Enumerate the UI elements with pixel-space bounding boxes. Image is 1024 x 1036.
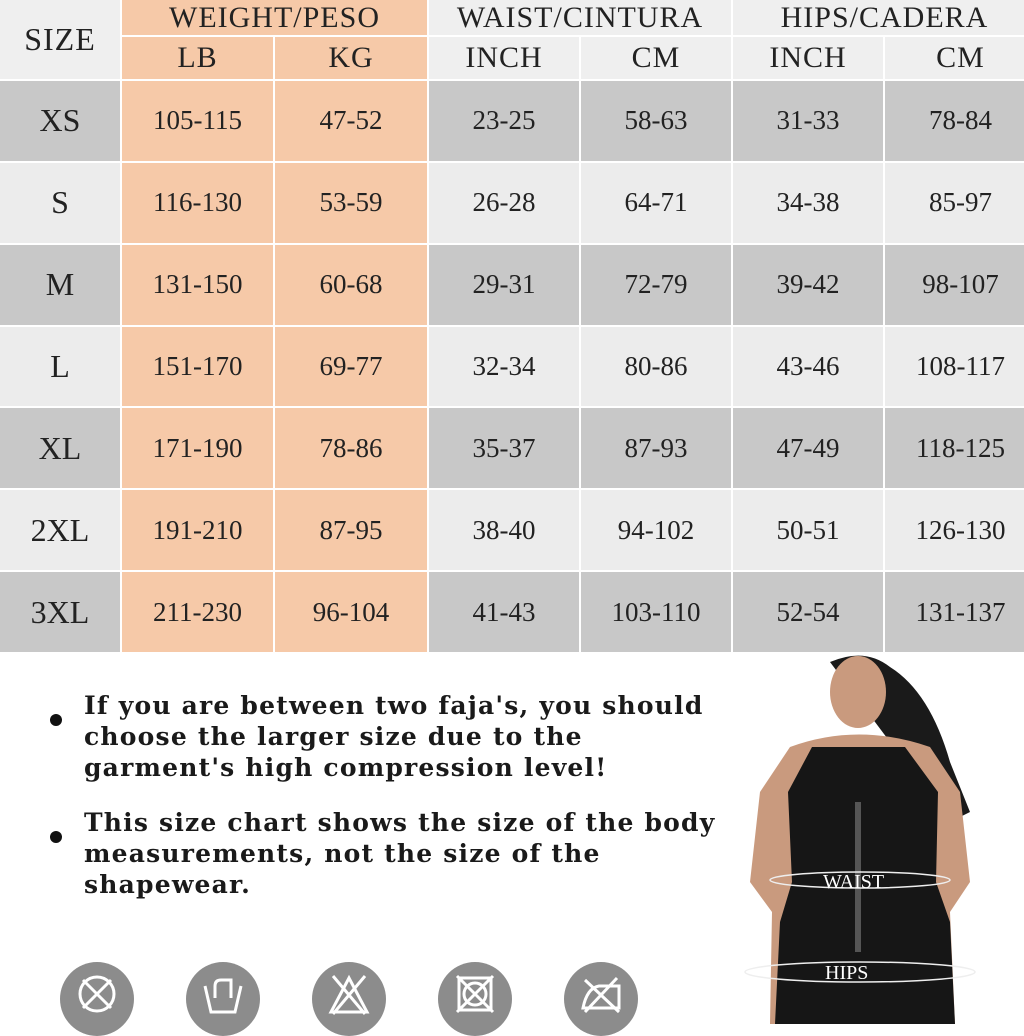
table-cell: 47-49 — [733, 408, 883, 489]
table-cell: 94-102 — [581, 490, 731, 571]
table-cell: 171-190 — [122, 408, 273, 489]
table-cell: 78-86 — [275, 408, 427, 489]
table-cell: 116-130 — [122, 162, 273, 243]
do-not-tumble-dry-icon — [60, 962, 134, 1036]
table-cell: 43-46 — [733, 326, 883, 407]
table-cell: 211-230 — [122, 572, 273, 652]
table-cell: 72-79 — [581, 244, 731, 325]
hips-label: HIPS — [825, 962, 868, 984]
do-not-dry-clean-icon — [438, 962, 512, 1036]
table-cell: 98-107 — [885, 244, 1024, 325]
table-cell: 60-68 — [275, 244, 427, 325]
table-cell: 131-150 — [122, 244, 273, 325]
table-cell: 58-63 — [581, 81, 731, 161]
table-cell: 87-95 — [275, 490, 427, 571]
table-cell: 35-37 — [429, 408, 579, 489]
header-hips: HIPS/CADERA — [733, 0, 1024, 35]
header-size: SIZE — [0, 0, 120, 79]
table-cell: 103-110 — [581, 572, 731, 652]
table-cell: 53-59 — [275, 162, 427, 243]
table-cell: 50-51 — [733, 490, 883, 571]
care-icons — [60, 962, 638, 1036]
table-cell: 87-93 — [581, 408, 731, 489]
table-cell: 23-25 — [429, 81, 579, 161]
table-cell: 26-28 — [429, 162, 579, 243]
waist-label: WAIST — [823, 871, 884, 893]
note-item: This size chart shows the size of the bo… — [50, 807, 730, 900]
unit-waist-cm: CM — [581, 37, 731, 79]
table-cell: 151-170 — [122, 326, 273, 407]
size-label: M — [0, 244, 120, 325]
size-label: 3XL — [0, 572, 120, 652]
table-cell: 78-84 — [885, 81, 1024, 161]
unit-hips-cm: CM — [885, 37, 1024, 79]
table-cell: 69-77 — [275, 326, 427, 407]
unit-waist-inch: INCH — [429, 37, 579, 79]
table-cell: 191-210 — [122, 490, 273, 571]
size-label: XL — [0, 408, 120, 489]
do-not-bleach-icon — [312, 962, 386, 1036]
header-waist: WAIST/CINTURA — [429, 0, 731, 35]
size-label: L — [0, 326, 120, 407]
table-cell: 31-33 — [733, 81, 883, 161]
table-cell: 108-117 — [885, 326, 1024, 407]
size-chart-table: SIZE WEIGHT/PESO WAIST/CINTURA HIPS/CADE… — [0, 0, 1024, 652]
size-label: 2XL — [0, 490, 120, 571]
table-cell: 39-42 — [733, 244, 883, 325]
model-photo: WAIST HIPS — [744, 655, 976, 1024]
table-cell: 29-31 — [429, 244, 579, 325]
do-not-iron-icon — [564, 962, 638, 1036]
table-cell: 131-137 — [885, 572, 1024, 652]
unit-lb: LB — [122, 37, 273, 79]
size-label: S — [0, 162, 120, 243]
table-cell: 126-130 — [885, 490, 1024, 571]
notes: If you are between two faja's, you shoul… — [50, 690, 730, 924]
unit-hips-inch: INCH — [733, 37, 883, 79]
table-cell: 32-34 — [429, 326, 579, 407]
table-cell: 52-54 — [733, 572, 883, 652]
table-cell: 64-71 — [581, 162, 731, 243]
note-item: If you are between two faja's, you shoul… — [50, 690, 730, 783]
hand-wash-icon — [186, 962, 260, 1036]
table-cell: 41-43 — [429, 572, 579, 652]
bullet-icon — [50, 831, 62, 843]
table-cell: 34-38 — [733, 162, 883, 243]
table-cell: 47-52 — [275, 81, 427, 161]
table-cell: 38-40 — [429, 490, 579, 571]
unit-kg: KG — [275, 37, 427, 79]
bullet-icon — [50, 714, 62, 726]
header-weight: WEIGHT/PESO — [122, 0, 427, 35]
table-cell: 80-86 — [581, 326, 731, 407]
table-cell: 118-125 — [885, 408, 1024, 489]
table-cell: 85-97 — [885, 162, 1024, 243]
table-cell: 96-104 — [275, 572, 427, 652]
size-label: XS — [0, 81, 120, 161]
table-cell: 105-115 — [122, 81, 273, 161]
